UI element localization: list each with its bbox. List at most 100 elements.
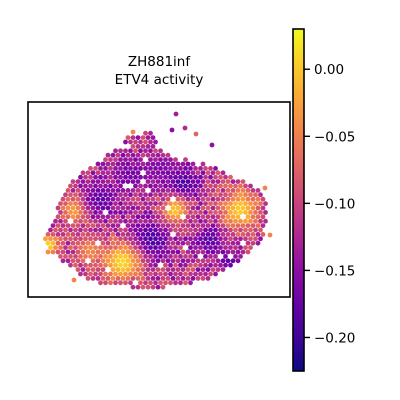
spot [243,201,248,207]
spot [140,144,146,149]
spot [200,240,206,246]
spot [125,196,131,202]
spot [235,188,241,193]
spot [220,205,226,211]
chart-title: ZH881inf ETV4 activity [115,54,204,88]
spot [95,188,101,193]
spot [190,249,196,255]
spot [158,174,163,180]
spot [158,157,163,163]
spot [110,170,116,176]
spot [115,205,121,211]
spot [165,161,171,167]
spot [103,271,108,277]
spot [150,170,156,176]
spot [133,271,138,277]
spot [75,205,81,211]
spot [210,196,216,202]
spot [90,223,96,229]
spot [260,214,266,220]
spot [83,245,88,251]
spot [218,218,223,224]
spot [235,214,241,220]
spot [205,240,211,246]
spot [205,214,211,220]
spot [180,240,186,246]
spot [178,183,183,189]
plot-frame [27,101,291,298]
spot [253,192,258,198]
spot [173,236,178,242]
spot [175,179,181,185]
spot [93,227,98,233]
spot [148,130,153,136]
spot [148,157,153,163]
spot [200,232,206,237]
spot [133,254,138,259]
spot [190,267,196,272]
spot [103,192,108,198]
spot [223,236,228,242]
spot [135,135,141,141]
spot [53,218,58,224]
spot [85,170,91,176]
spot [113,227,118,233]
spot [173,262,178,268]
spot [238,192,243,198]
spot [140,188,146,193]
spot [105,170,111,176]
spot [193,227,198,233]
spot [120,152,126,158]
spot [105,188,111,193]
spot [245,214,251,220]
spot [75,179,81,185]
spot [118,157,123,163]
spot [175,161,181,167]
spot [165,249,171,255]
spot [70,232,76,237]
spot [175,232,181,237]
spot [70,179,76,185]
spot [183,166,188,171]
spot [228,262,233,268]
spot [43,236,48,242]
spot [115,240,121,246]
spot [155,240,161,246]
chart-title-line-2: ETV4 activity [115,72,204,88]
spot [228,192,233,198]
spot [225,205,231,211]
spot [130,188,136,193]
spot [115,170,121,176]
spot [123,254,128,259]
spot [190,276,196,281]
spot [60,196,66,202]
spot [128,236,133,242]
spot [68,192,73,198]
spot [85,267,91,272]
spot [83,218,88,224]
spot [100,205,106,211]
spot [223,218,228,224]
spot [205,276,211,281]
spot [118,245,123,251]
spot [208,271,213,277]
spot [130,196,136,202]
spot [233,210,238,215]
spot [200,276,206,281]
spot [148,271,153,277]
spot [135,196,141,202]
spot [88,183,93,189]
spot [195,249,201,255]
spot [185,223,191,229]
spot [148,254,153,259]
spot [210,258,216,264]
spot [213,174,218,180]
spot [243,210,248,215]
spot [198,236,203,242]
spot [233,236,238,242]
spot [95,276,101,281]
colorbar-tick-label: −0.20 [314,330,355,346]
spot [80,196,86,202]
spot [260,223,266,229]
spot [145,179,151,185]
